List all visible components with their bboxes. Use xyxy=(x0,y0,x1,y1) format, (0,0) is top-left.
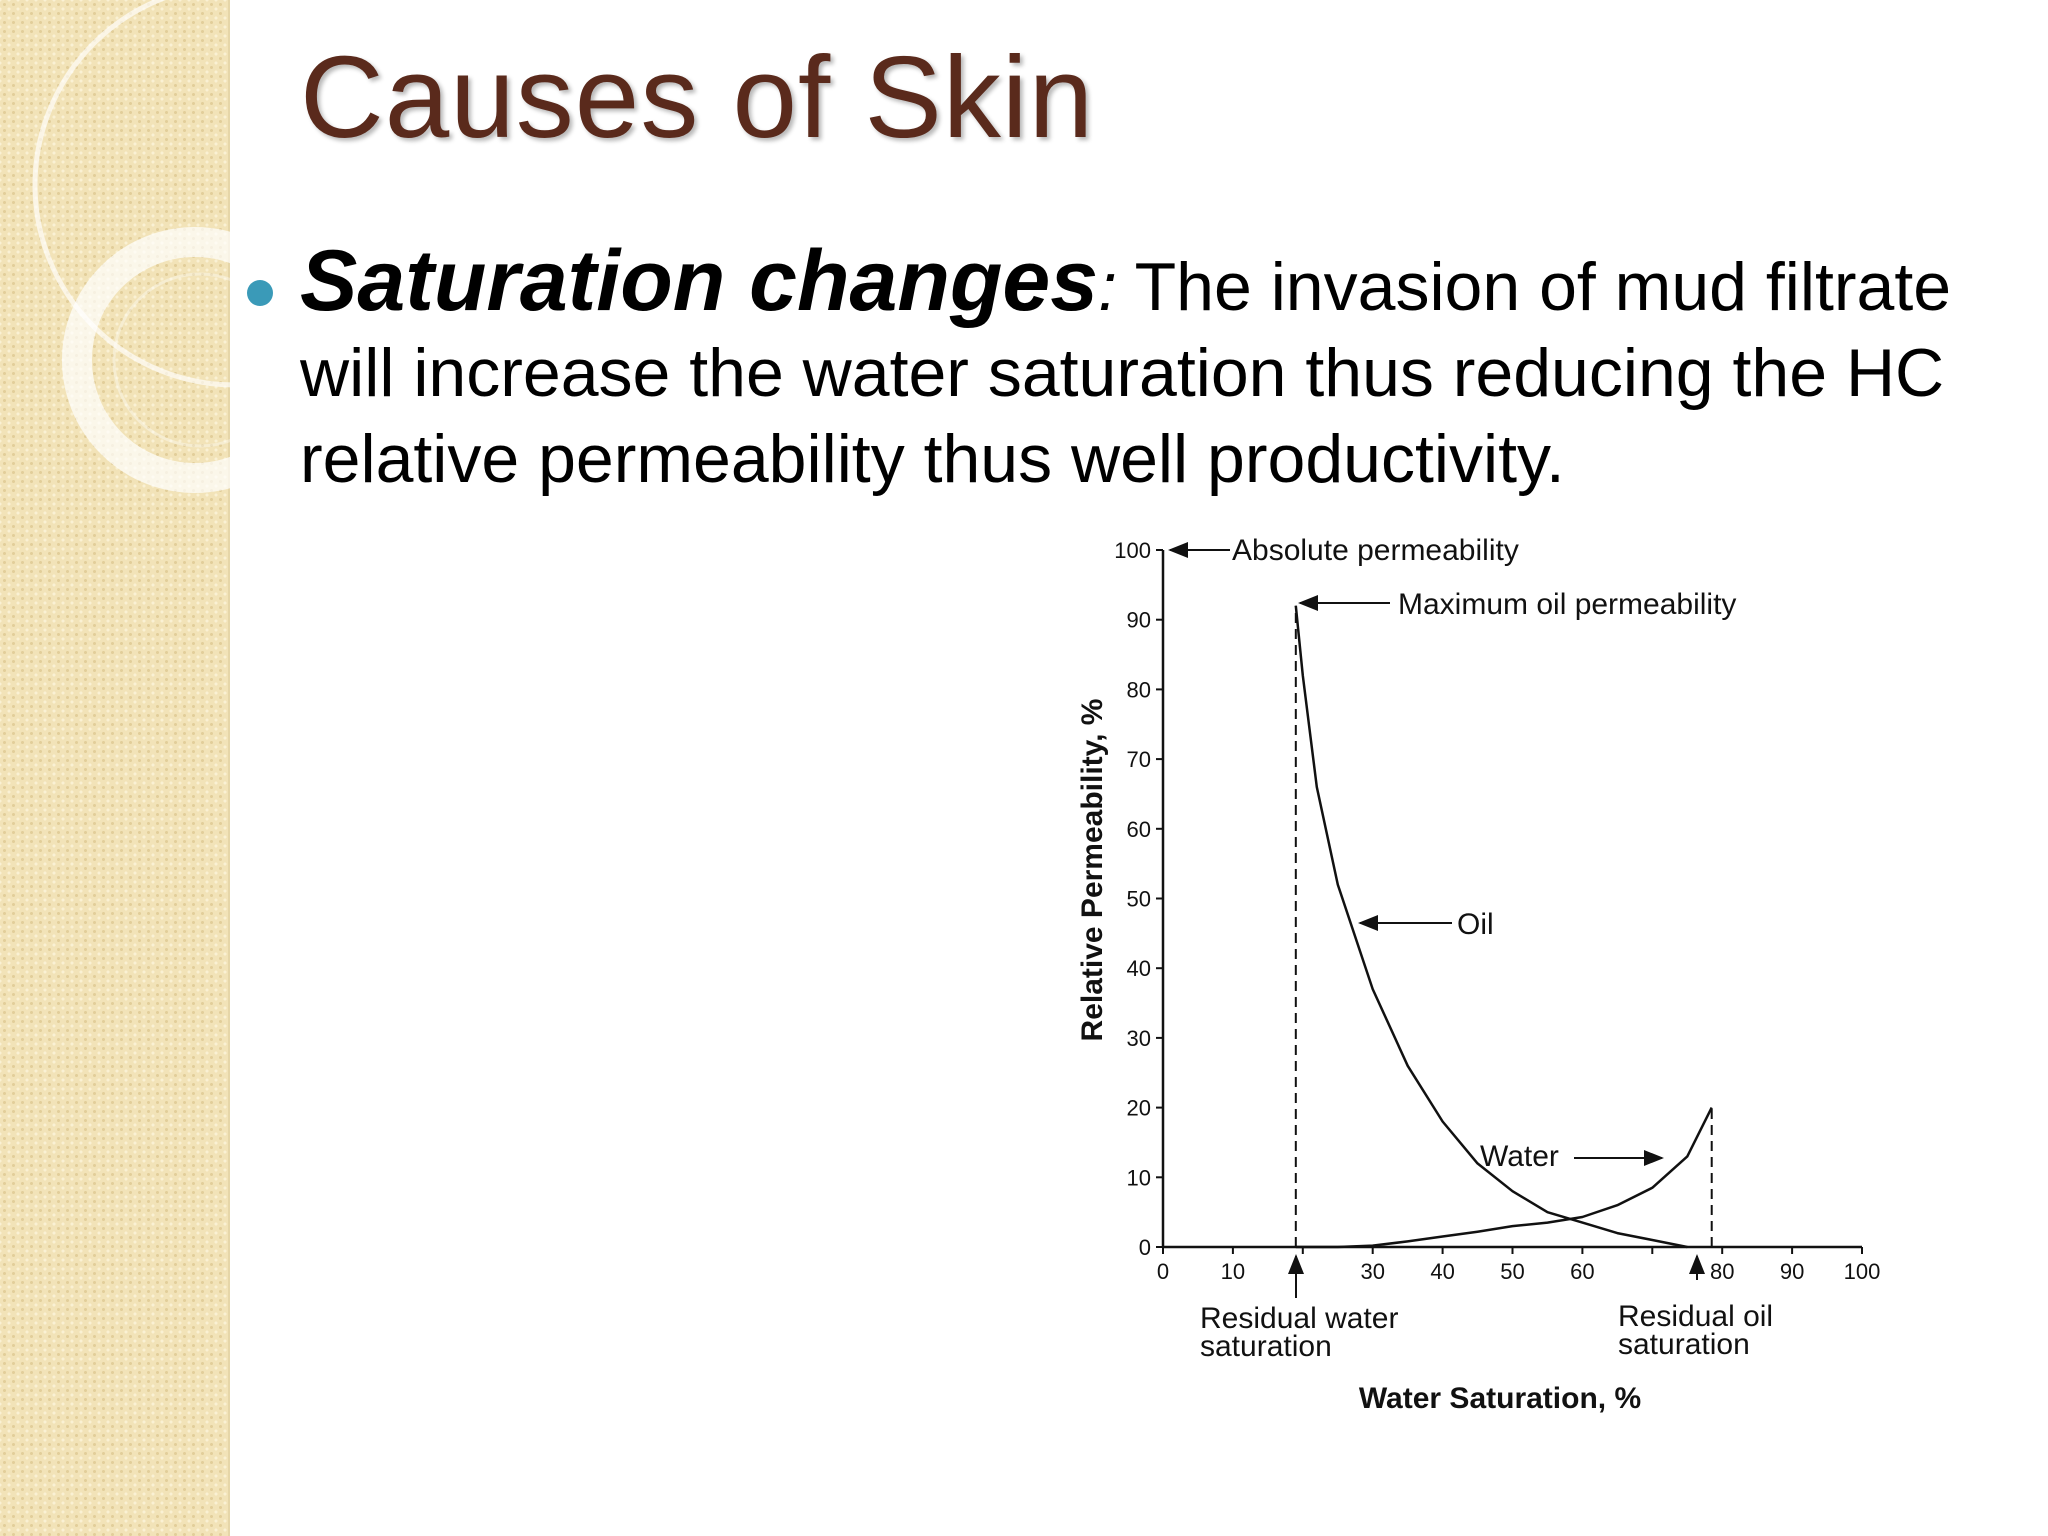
decorative-ring-inner xyxy=(112,272,288,448)
decorative-ring-medium xyxy=(62,227,300,493)
x-axis-title: Water Saturation, % xyxy=(1359,1382,1641,1415)
y-tick-label: 10 xyxy=(1127,1165,1151,1190)
y-tick-label: 70 xyxy=(1127,747,1151,772)
bullet-colon: : xyxy=(1098,249,1117,325)
y-tick-label: 30 xyxy=(1127,1026,1151,1051)
y-tick-label: 40 xyxy=(1127,956,1151,981)
x-tick-label: 40 xyxy=(1430,1259,1454,1284)
y-tick-label: 100 xyxy=(1114,538,1151,563)
x-tick-label: 30 xyxy=(1360,1259,1384,1284)
maximum-oil-permeability-label: Maximum oil permeability xyxy=(1398,588,1736,621)
x-tick-label: 0 xyxy=(1157,1259,1169,1284)
residual-water-label-line-1: Residual water xyxy=(1200,1302,1398,1335)
water-curve xyxy=(1295,1107,1713,1249)
y-axis-title: Relative Permeability, % xyxy=(1076,699,1109,1042)
oil-label: Oil xyxy=(1457,908,1494,941)
bullet-paragraph: Saturation changes: The invasion of mud … xyxy=(300,238,2020,502)
y-tick-label: 50 xyxy=(1127,887,1151,912)
y-tick-label: 20 xyxy=(1127,1096,1151,1121)
y-tick-label: 0 xyxy=(1139,1235,1151,1260)
y-tick-label: 90 xyxy=(1127,608,1151,633)
x-tick-label: 50 xyxy=(1500,1259,1524,1284)
chart-series-group xyxy=(1294,605,1713,1249)
water-label: Water xyxy=(1480,1140,1559,1173)
absolute-permeability-label: Absolute permeability xyxy=(1232,534,1519,567)
bullet-text: The invasion of mud filtrate will increa… xyxy=(300,249,1952,497)
slide-title: Causes of Skin xyxy=(300,32,1095,162)
chart-ticks-group: 0 10 20 30 40 50 60 70 80 90 100 0 10 30 40 50 60 80 90 100 xyxy=(1114,538,1880,1284)
residual-water-label-line-2: saturation xyxy=(1200,1330,1332,1363)
x-tick-label: 60 xyxy=(1570,1259,1594,1284)
bullet-term: Saturation changes xyxy=(300,233,1099,329)
y-tick-label: 60 xyxy=(1127,817,1151,842)
x-tick-label: 80 xyxy=(1710,1259,1734,1284)
x-tick-label: 90 xyxy=(1780,1259,1804,1284)
residual-oil-label-line-1: Residual oil xyxy=(1618,1300,1773,1333)
oil-curve xyxy=(1294,605,1688,1249)
decorative-ring-large xyxy=(32,0,300,388)
residual-oil-label-line-2: saturation xyxy=(1618,1328,1750,1361)
y-tick-label: 80 xyxy=(1127,677,1151,702)
bullet-icon xyxy=(247,280,273,306)
decorative-rings xyxy=(32,0,300,493)
chart-annotations-group: Absolute permeability Maximum oil permea… xyxy=(1076,534,1773,1415)
x-tick-label: 100 xyxy=(1844,1259,1881,1284)
x-tick-label: 10 xyxy=(1221,1259,1245,1284)
